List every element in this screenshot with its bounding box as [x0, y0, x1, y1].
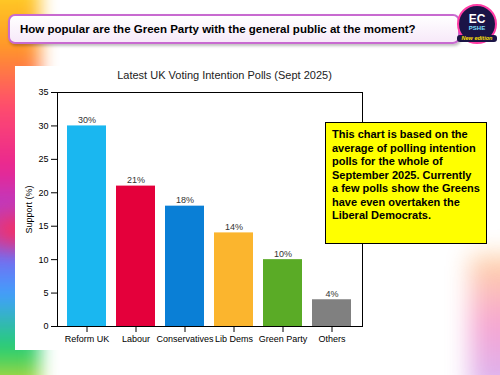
html-text:PSHE: PSHE [468, 25, 486, 31]
svg-text:Lib Dems: Lib Dems [215, 334, 254, 344]
svg-text:30: 30 [38, 121, 48, 131]
html-text:This chart is based on the ave: This chart is based on the average of po… [332, 128, 480, 221]
html-text:How popular are the Green Part: How popular are the Green Party with the… [20, 23, 416, 35]
svg-text:5: 5 [43, 288, 48, 298]
svg-text:Green Party: Green Party [259, 334, 308, 344]
html-text:EC: EC [468, 12, 486, 26]
svg-text:Conservatives: Conservatives [156, 334, 214, 344]
svg-text:25: 25 [38, 154, 48, 164]
svg-text:4%: 4% [325, 289, 338, 299]
svg-text:20: 20 [38, 188, 48, 198]
svg-text:30%: 30% [78, 115, 96, 125]
svg-text:10: 10 [38, 255, 48, 265]
svg-text:Labour: Labour [122, 334, 150, 344]
svg-text:18%: 18% [176, 195, 194, 205]
svg-text:Others: Others [318, 334, 346, 344]
svg-text:10%: 10% [274, 249, 292, 259]
svg-text:0: 0 [43, 321, 48, 331]
svg-text:Reform UK: Reform UK [65, 334, 110, 344]
html-text:New edition: New edition [461, 35, 493, 41]
svg-text:35: 35 [38, 87, 48, 97]
svg-text:Support (%): Support (%) [24, 185, 34, 233]
svg-text:15: 15 [38, 221, 48, 231]
svg-text:21%: 21% [127, 175, 145, 185]
html-text:Latest UK Voting Intention Pol: Latest UK Voting Intention Polls (Sept 2… [117, 69, 332, 81]
svg-text:14%: 14% [225, 222, 243, 232]
